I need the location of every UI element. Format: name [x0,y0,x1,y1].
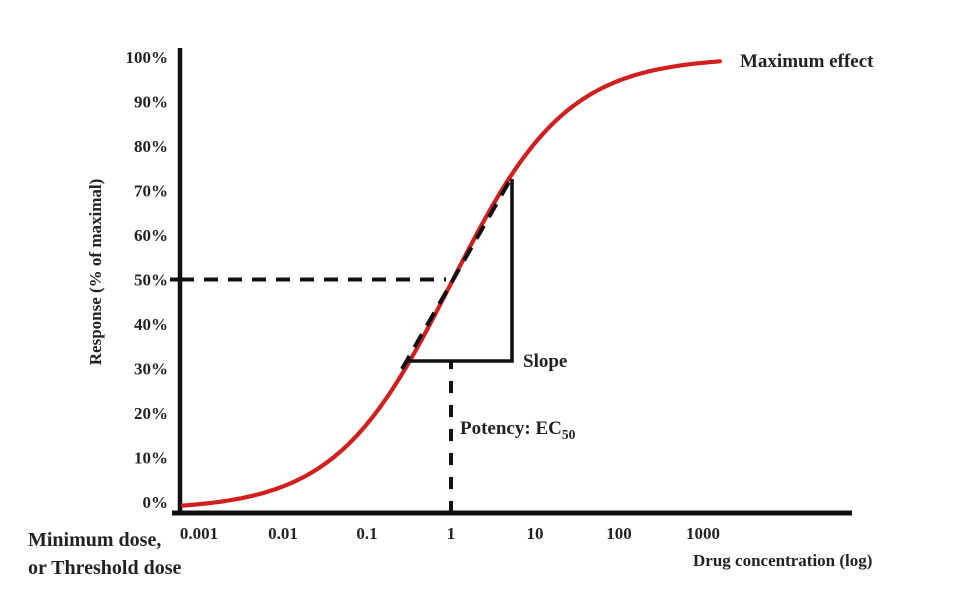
y-axis-title: Response (% of maximal) [86,179,105,366]
y-tick-label: 20% [134,404,168,423]
minimum-dose-label-line1: Minimum dose, [28,529,161,551]
y-tick-label: 70% [134,182,168,201]
minimum-dose-label-line2: or Threshold dose [28,557,182,579]
y-tick-label: 60% [134,226,168,245]
dose-response-curve [180,59,723,508]
x-axis-tick-labels: 0.001 0.01 0.1 1 10 100 1000 [180,524,720,543]
x-axis-title: Drug concentration (log) [693,551,872,570]
y-tick-label: 10% [134,449,168,468]
y-tick-label: 90% [134,93,168,112]
x-tick-label: 100 [606,524,632,543]
maximum-effect-label: Maximum effect [740,51,874,72]
y-tick-label: 80% [134,137,168,156]
x-tick-label: 1 [447,524,456,543]
slope-triangle [408,179,514,363]
y-tick-label: 0% [143,493,169,512]
potency-ec50-label: Potency: EC50 [460,418,576,442]
x-tick-label: 0.1 [356,524,377,543]
x-tick-label: 0.001 [180,524,218,543]
slope-label: Slope [523,351,567,372]
slope-tangent-dashed-line [400,174,515,370]
y-tick-label: 100% [126,48,169,67]
y-tick-label: 40% [134,315,168,334]
x-tick-label: 0.01 [268,524,298,543]
x-tick-label: 1000 [686,524,720,543]
y-tick-label: 50% [134,271,168,290]
x-tick-label: 10 [527,524,544,543]
y-axis-tick-labels: 0% 10% 20% 30% 40% 50% 60% 70% 80% 90% 100% [126,48,169,512]
y-tick-label: 30% [134,360,168,379]
